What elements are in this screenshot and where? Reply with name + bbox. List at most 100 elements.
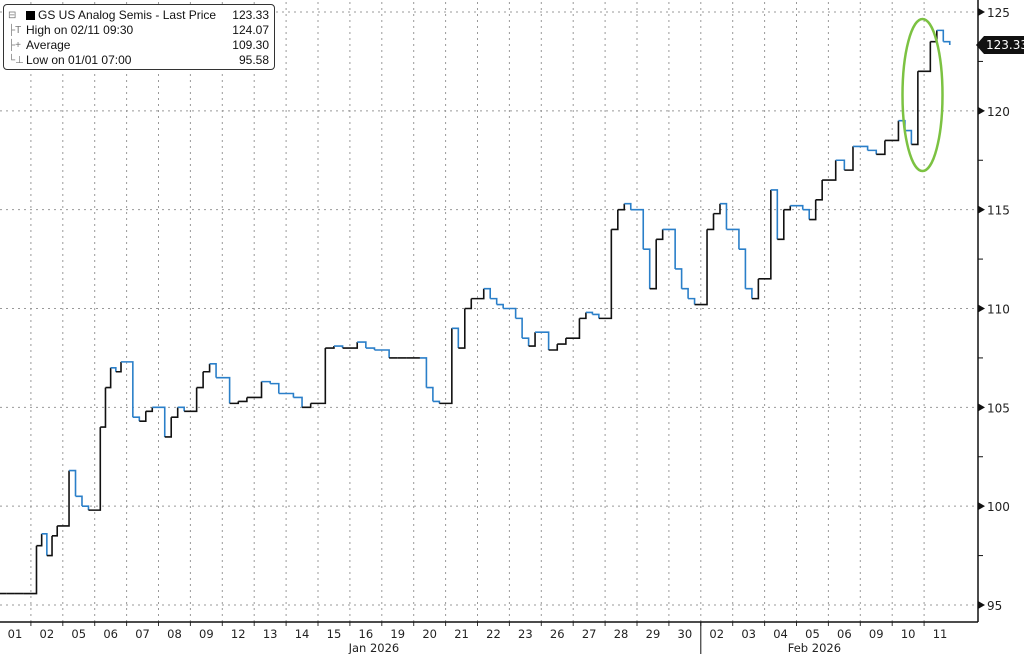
x-tick-label: 04 — [773, 627, 788, 641]
price-segment — [911, 71, 919, 146]
price-segment — [57, 470, 70, 527]
y-tick-label: 120 — [987, 105, 1010, 119]
price-segment — [694, 229, 708, 306]
price-segment — [535, 331, 550, 351]
x-tick-label: 02 — [40, 627, 55, 641]
collapse-icon[interactable]: ⊟ — [8, 10, 17, 21]
x-tick-label: 07 — [135, 627, 150, 641]
price-segment — [184, 387, 198, 413]
price-segment — [145, 407, 154, 413]
legend-average: ├+ Average 109.30 — [8, 38, 269, 52]
x-tick-label: 10 — [901, 627, 916, 641]
y-tick-marker — [978, 502, 985, 511]
price-segment — [528, 332, 536, 347]
price-segment — [81, 505, 90, 511]
price-segment — [483, 287, 492, 299]
x-tick-label: 02 — [709, 627, 724, 641]
price-segment — [496, 303, 504, 309]
price-segment — [515, 317, 523, 339]
price-segment — [419, 357, 428, 388]
price-segment — [681, 287, 689, 299]
price-segment — [503, 307, 517, 319]
price-segment — [777, 209, 785, 241]
price-segment — [726, 228, 740, 250]
price-segment — [75, 495, 83, 507]
price-segment — [100, 387, 107, 428]
low-marker-icon: └⊥ — [8, 55, 24, 66]
x-tick-label: 29 — [646, 627, 661, 641]
y-tick-label: 95 — [987, 599, 1002, 613]
price-segment — [548, 344, 559, 351]
price-segment — [656, 229, 664, 241]
price-segment — [707, 213, 715, 231]
price-segment — [867, 149, 878, 155]
price-segment — [624, 202, 632, 210]
price-segment — [822, 160, 837, 181]
x-tick-label: 21 — [454, 627, 469, 641]
price-segment — [662, 228, 676, 269]
price-segment — [302, 403, 312, 409]
plot-area — [0, 0, 978, 622]
price-segment — [278, 392, 295, 398]
x-tick-label: 20 — [422, 627, 437, 641]
legend-low: └⊥ Low on 01/01 07:00 95.58 — [8, 53, 269, 67]
x-tick-label: 14 — [295, 627, 310, 641]
price-segment — [852, 145, 869, 151]
price-segment — [209, 363, 217, 378]
x-tick-label: 22 — [486, 627, 501, 641]
y-tick-marker — [978, 403, 985, 412]
price-segment — [936, 29, 945, 42]
price-segment — [293, 396, 303, 408]
price-segment — [611, 209, 619, 231]
series-swatch-icon — [26, 11, 35, 20]
price-segment — [203, 363, 211, 373]
price-segment — [23, 545, 38, 595]
price-segment — [164, 417, 173, 438]
x-tick-label: 28 — [614, 627, 629, 641]
price-segment — [152, 406, 166, 437]
price-segment — [196, 371, 204, 389]
x-tick-label: 13 — [263, 627, 278, 641]
price-segment — [139, 411, 147, 422]
month-label: Feb 2026 — [788, 641, 841, 654]
price-segment — [432, 400, 441, 404]
price-segment — [522, 337, 530, 347]
price-segment — [374, 349, 390, 358]
x-tick-label: 08 — [167, 627, 182, 641]
price-segment — [745, 287, 753, 299]
price-segment — [333, 345, 344, 349]
price-segment — [246, 381, 263, 399]
legend: ⊟ GS US Analog Semis - Last Price 123.33 ├… — [3, 4, 275, 70]
price-segment — [815, 180, 823, 201]
x-tick-label: 03 — [741, 627, 756, 641]
y-tick-marker — [978, 8, 985, 16]
price-segment — [439, 328, 453, 405]
price-segment — [630, 208, 645, 250]
price-segment — [904, 129, 913, 145]
price-segment — [357, 341, 367, 349]
price-segment — [809, 199, 817, 221]
legend-high: ├T High on 02/11 09:30 124.07 — [8, 23, 269, 37]
price-segment — [579, 312, 587, 320]
y-tick-marker — [978, 304, 985, 313]
price-segment — [310, 348, 327, 405]
x-tick-label: 15 — [327, 627, 342, 641]
price-segment — [835, 159, 846, 171]
average-marker-icon: ├+ — [8, 40, 21, 51]
x-tick-label: 05 — [805, 627, 820, 641]
price-segment — [751, 278, 760, 300]
price-segment — [943, 40, 951, 46]
price-segment — [557, 338, 567, 345]
price-segment — [844, 146, 854, 171]
high-marker-icon: ├T — [8, 25, 22, 36]
y-tick-marker — [978, 106, 985, 115]
last-price-tag: 123.33 — [976, 36, 1024, 54]
price-segment — [115, 361, 122, 373]
price-segment — [565, 318, 581, 339]
x-tick-label: 05 — [71, 627, 86, 641]
price-segment — [713, 203, 721, 215]
price-segment — [342, 342, 359, 349]
y-tick-label: 100 — [987, 500, 1010, 514]
price-segment — [738, 248, 747, 289]
